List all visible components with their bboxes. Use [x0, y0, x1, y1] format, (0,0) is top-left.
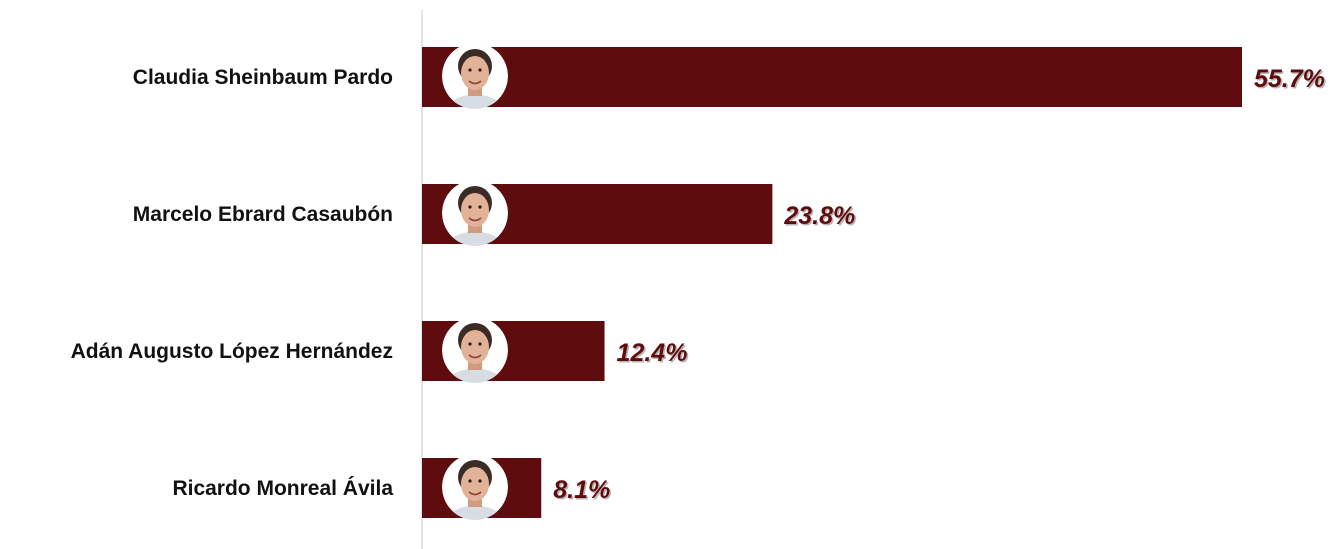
photos-group — [442, 43, 508, 520]
category-label-adan-augusto-lopez-hernandez: Adán Augusto López Hernández — [71, 340, 393, 363]
value-label-marcelo-ebrard-casaubon: 23.8% — [783, 202, 855, 230]
value-label-ricardo-monreal-avila: 8.1% — [553, 476, 610, 504]
value-label-shadow-marcelo-ebrard-casaubon: 23.8% — [785, 204, 857, 232]
value-label-shadow-adan-augusto-lopez-hernandez: 12.4% — [618, 341, 689, 369]
category-label-claudia-sheinbaum-pardo: Claudia Sheinbaum Pardo — [133, 66, 393, 89]
person-photo-icon — [442, 454, 508, 520]
value-label-claudia-sheinbaum-pardo: 55.7% — [1254, 65, 1325, 93]
category-labels: Claudia Sheinbaum Pardo Marcelo Ebrard Ca… — [71, 66, 394, 500]
value-label-adan-augusto-lopez-hernandez: 12.4% — [617, 339, 688, 367]
person-photo-icon — [442, 43, 508, 109]
category-label-marcelo-ebrard-casaubon: Marcelo Ebrard Casaubón — [133, 203, 393, 226]
bars-group — [422, 47, 1242, 518]
category-label-ricardo-monreal-avila: Ricardo Monreal Ávila — [172, 477, 393, 500]
value-label-shadow-claudia-sheinbaum-pardo: 55.7% — [1256, 67, 1327, 95]
person-photo-icon — [442, 180, 508, 246]
value-label-shadow-ricardo-monreal-avila: 8.1% — [555, 478, 612, 506]
value-labels: 55.7%55.7%23.8%23.8%12.4%12.4%8.1%8.1% — [553, 65, 1326, 506]
person-photo-icon — [442, 317, 508, 383]
bar-claudia-sheinbaum-pardo — [422, 47, 1242, 107]
